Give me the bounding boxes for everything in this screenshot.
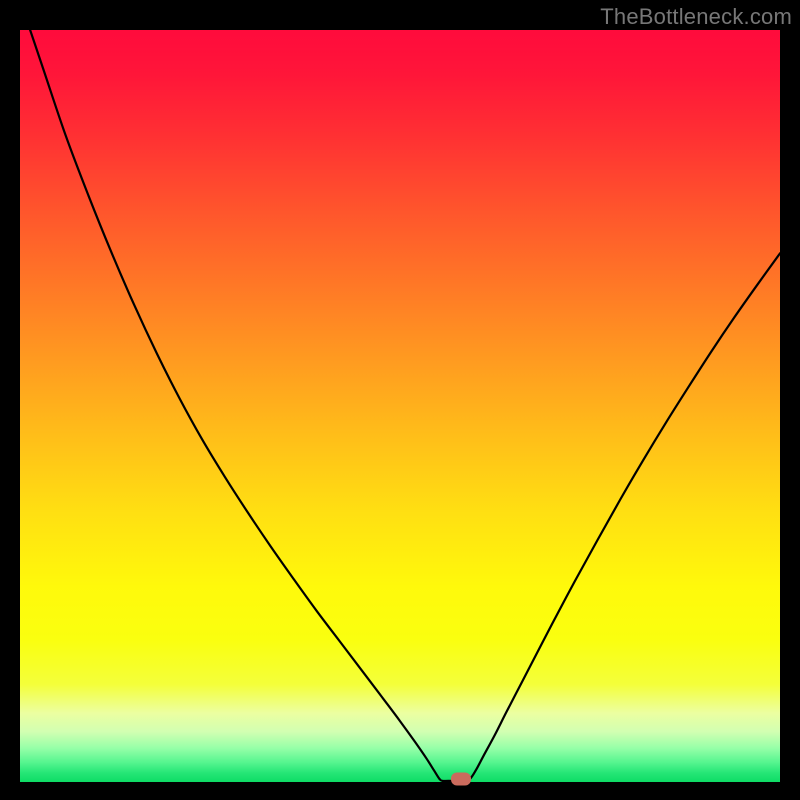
watermark-label: TheBottleneck.com (600, 4, 792, 30)
chart-container: TheBottleneck.com (0, 0, 800, 800)
optimal-point-marker (451, 772, 471, 785)
bottleneck-chart (0, 0, 800, 800)
